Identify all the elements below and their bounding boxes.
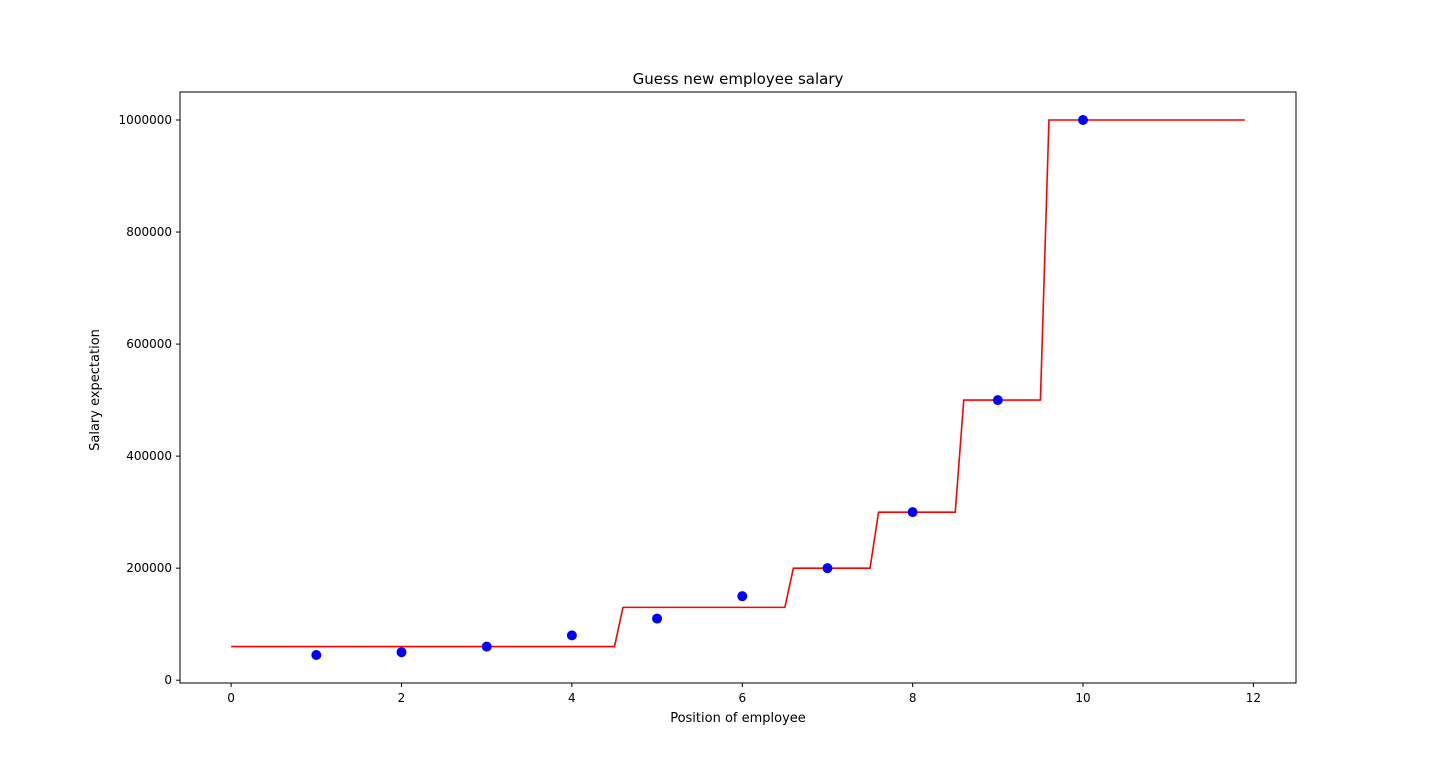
scatter-point [396,647,407,658]
scatter-point [737,591,748,602]
y-axis-label: Salary expectation [88,329,103,451]
y-tick-label: 800000 [126,225,172,239]
scatter-point [822,563,833,574]
x-axis-label: Position of employee [670,711,806,726]
y-tick-label: 600000 [126,337,172,351]
y-axis: 0 200000 400000 600000 800000 1000000 [119,113,180,687]
scatter-point [1078,115,1089,126]
scatter-point [652,613,663,624]
x-tick-label: 2 [398,691,406,705]
y-tick-label: 400000 [126,449,172,463]
x-tick-label: 8 [909,691,917,705]
scatter-point [311,649,322,660]
y-tick-label: 0 [164,673,172,687]
x-tick-label: 12 [1246,691,1261,705]
plot-frame [179,91,1297,684]
x-tick-label: 4 [568,691,576,705]
scatter-point [992,395,1003,406]
plot-area [231,115,1245,660]
y-tick-label: 1000000 [119,113,172,127]
series-line [231,119,1245,648]
scatter-point [566,630,577,641]
scatter-point [907,507,918,518]
y-tick-label: 200000 [126,561,172,575]
x-tick-label: 0 [227,691,235,705]
scatter-point [481,641,492,652]
x-tick-label: 10 [1075,691,1090,705]
chart-title: Guess new employee salary [633,70,844,88]
x-axis: 0 2 4 6 8 10 12 [227,683,1261,705]
x-tick-label: 6 [738,691,746,705]
